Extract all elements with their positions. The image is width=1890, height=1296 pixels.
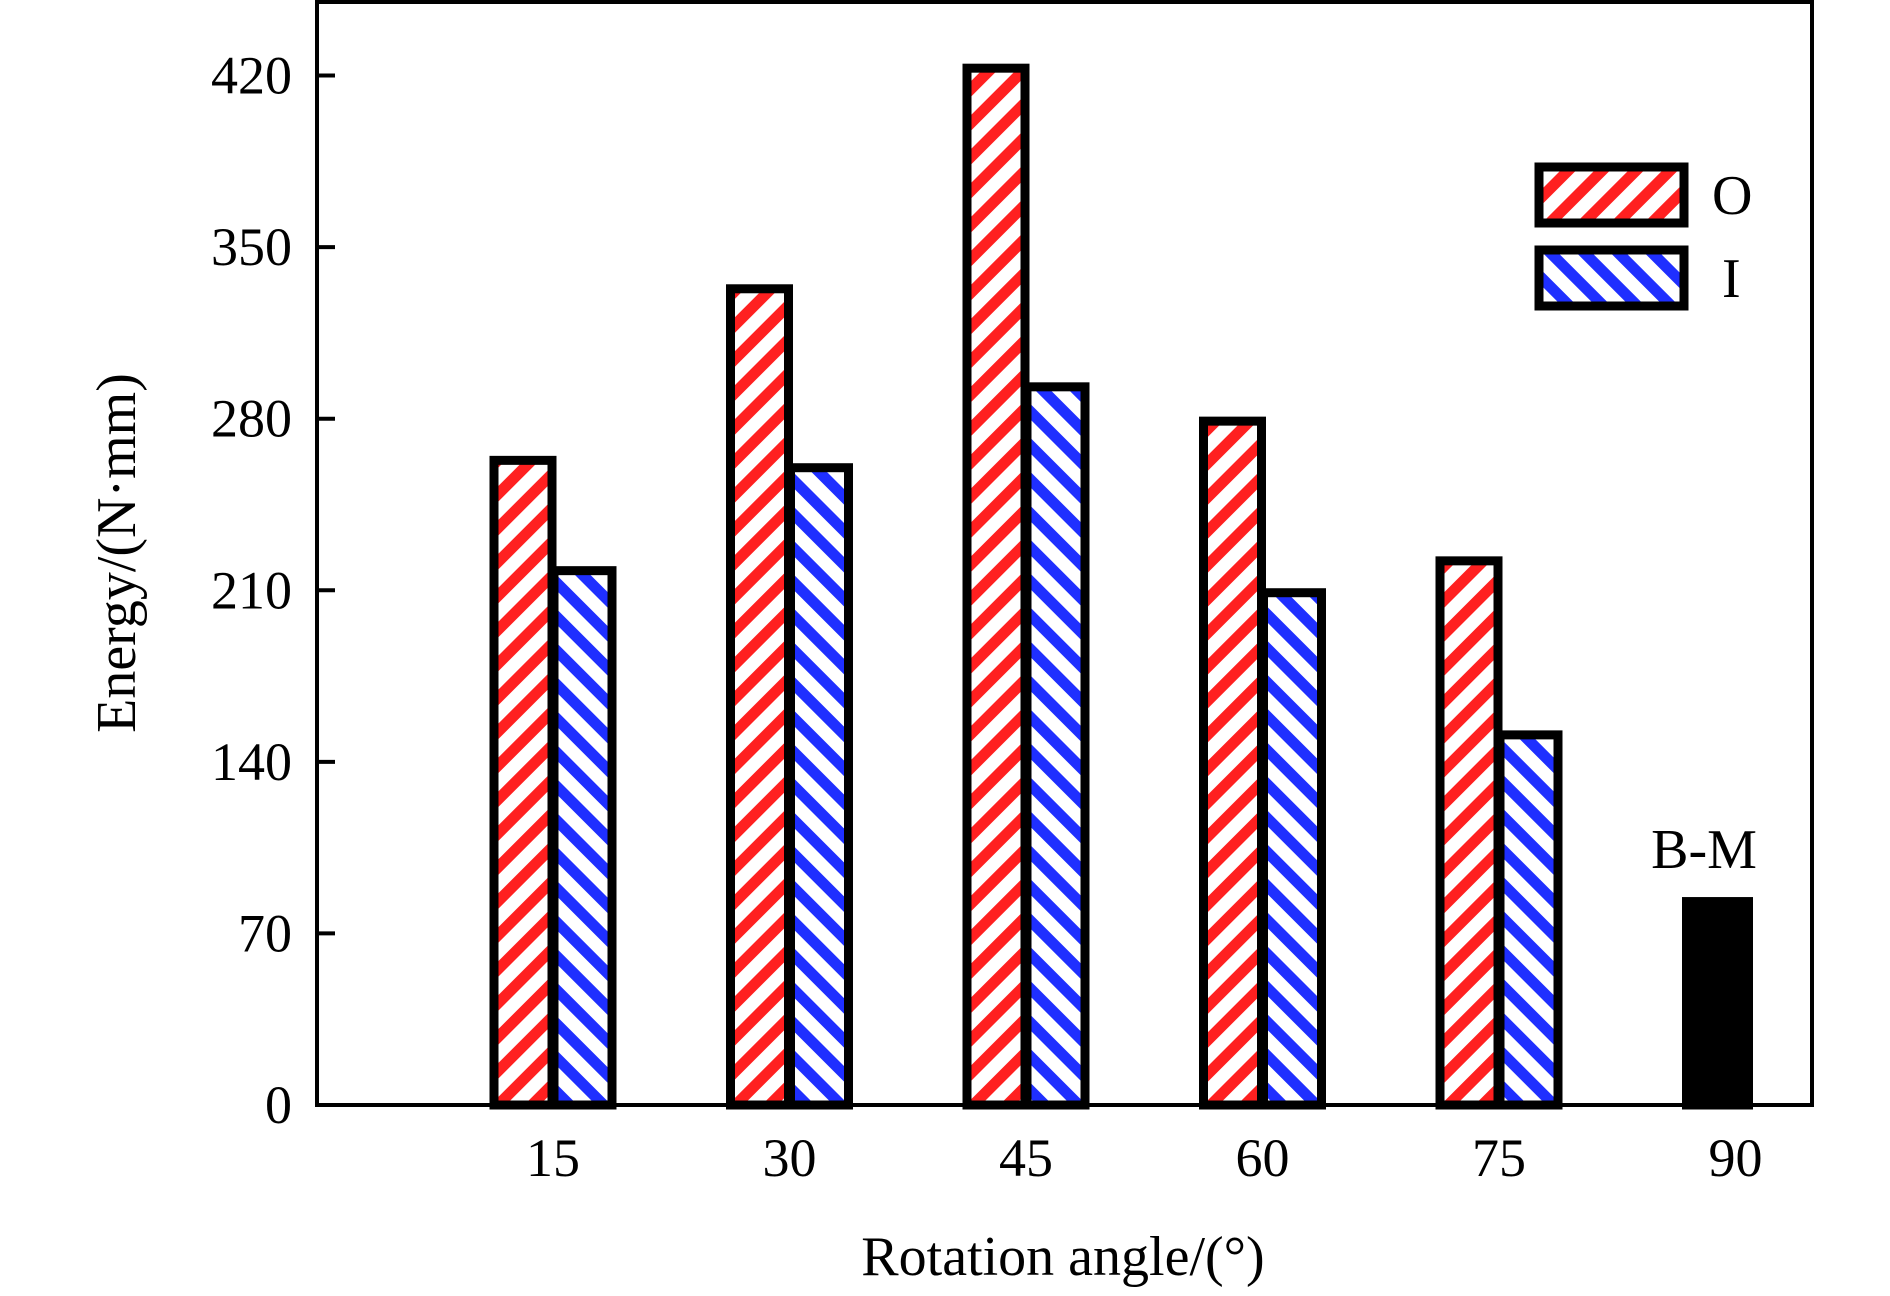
y-tick-label: 350	[211, 217, 292, 277]
y-tick-label: 420	[211, 46, 292, 106]
y-tick-label: 140	[211, 732, 292, 792]
x-tick-label: 15	[526, 1128, 580, 1188]
bar-i-45	[1022, 382, 1090, 1110]
bar-i-15	[549, 566, 617, 1110]
x-tick-label: 30	[763, 1128, 817, 1188]
y-tick-label: 0	[265, 1075, 292, 1135]
legend-swatch-o	[1534, 162, 1689, 228]
plot-frame	[315, 0, 1814, 1107]
y-axis: 0 70 140 210 280 350 420	[211, 46, 335, 1135]
x-tick-label: 60	[1236, 1128, 1290, 1188]
bar-o-45	[962, 63, 1030, 1110]
bar-o-75	[1435, 556, 1503, 1110]
bar-i-60	[1259, 588, 1326, 1110]
legend-label-i: I	[1722, 248, 1741, 310]
bar-i-75	[1495, 730, 1563, 1110]
bar-o-15	[489, 455, 557, 1110]
legend-label-o: O	[1712, 165, 1752, 227]
legend-swatch-i	[1534, 245, 1689, 311]
y-axis-title: Energy/(N·mm)	[86, 373, 148, 733]
x-tick-label: 45	[999, 1128, 1053, 1188]
x-tick-label: 90	[1709, 1128, 1763, 1188]
y-tick-label: 70	[238, 903, 292, 963]
legend: O I	[1534, 162, 1752, 311]
x-axis-title: Rotation angle/(°)	[861, 1226, 1264, 1288]
y-tick-label: 210	[211, 560, 292, 620]
reference-bar-label: B-M	[1651, 819, 1757, 881]
y-tick-label: 280	[211, 389, 292, 449]
x-axis: 15 30 45 60 75 90	[526, 1128, 1763, 1188]
bar-i-30	[786, 463, 853, 1110]
x-tick-label: 75	[1472, 1128, 1526, 1188]
bar-o-60	[1199, 416, 1266, 1110]
bar-o-30	[726, 284, 793, 1110]
reference-bar	[1682, 897, 1753, 1110]
